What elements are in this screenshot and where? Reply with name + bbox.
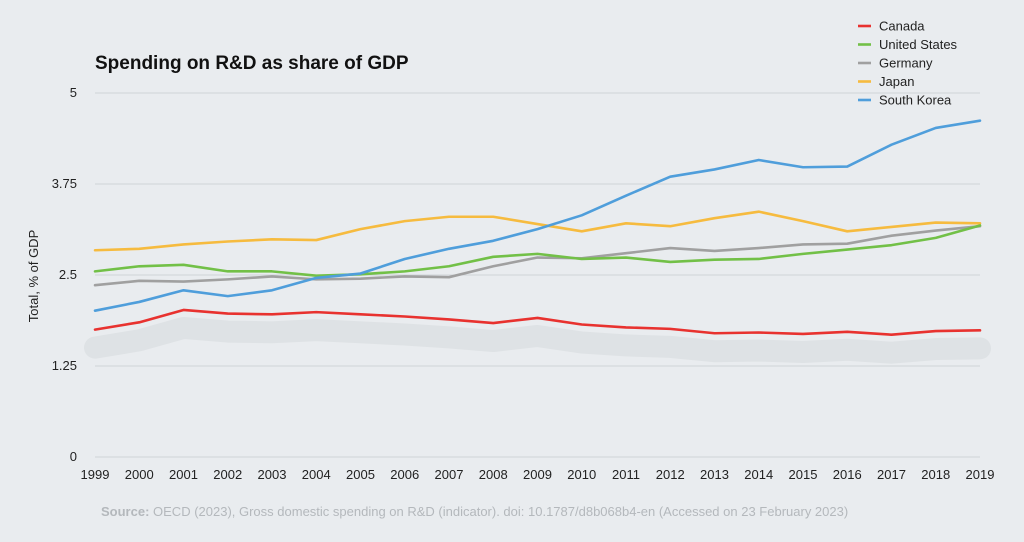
x-tick-label: 2000	[125, 467, 154, 482]
series-line-canada	[93, 308, 982, 336]
legend-label: Canada	[879, 19, 925, 34]
legend-label: Germany	[879, 56, 933, 71]
x-tick-label: 2009	[523, 467, 552, 482]
x-tick-label: 2005	[346, 467, 375, 482]
legend-label: South Korea	[879, 93, 952, 108]
series-line-germany	[93, 224, 982, 287]
x-tick-label: 2017	[877, 467, 906, 482]
source-label: Source:	[101, 504, 149, 519]
x-tick-label: 2012	[656, 467, 685, 482]
source-note: Source: OECD (2023), Gross domestic spen…	[101, 504, 848, 519]
series-line-south-korea	[93, 119, 982, 312]
x-tick-label: 2019	[966, 467, 995, 482]
x-tick-label: 2002	[213, 467, 242, 482]
series-shadow	[84, 316, 991, 364]
y-tick-label: 1.25	[52, 358, 77, 373]
x-tick-label: 2007	[435, 467, 464, 482]
series-shadow-band	[84, 316, 991, 364]
x-tick-label: 2003	[258, 467, 287, 482]
x-tick-label: 2004	[302, 467, 331, 482]
y-tick-label: 5	[70, 85, 77, 100]
x-tick-label: 2015	[789, 467, 818, 482]
y-tick-label: 3.75	[52, 176, 77, 191]
series-lines	[93, 119, 982, 336]
x-tick-label: 1999	[81, 467, 110, 482]
legend: Canada United States Germany Japan South Kor…	[858, 19, 958, 108]
x-axis-ticks: 1999 2000 2001 2002 2003 2004 2005 2006 2007 2008…	[81, 467, 995, 482]
legend-label: Japan	[879, 74, 914, 89]
x-tick-label: 2016	[833, 467, 862, 482]
y-axis-ticks: 0 1.25 2.5 3.75 5	[52, 85, 77, 464]
legend-label: United States	[879, 37, 958, 52]
chart-title: Spending on R&D as share of GDP	[95, 53, 409, 74]
x-tick-label: 2013	[700, 467, 729, 482]
y-tick-label: 0	[70, 449, 77, 464]
y-tick-label: 2.5	[59, 267, 77, 282]
x-tick-label: 2010	[567, 467, 596, 482]
x-tick-label: 2018	[921, 467, 950, 482]
x-tick-label: 2001	[169, 467, 198, 482]
y-axis-label: Total, % of GDP	[26, 230, 41, 322]
gridlines	[95, 92, 980, 458]
x-tick-label: 2008	[479, 467, 508, 482]
series-line-japan	[93, 210, 982, 252]
x-tick-label: 2014	[744, 467, 773, 482]
source-text: OECD (2023), Gross domestic spending on …	[149, 504, 848, 519]
series-line-united-states	[93, 224, 982, 278]
x-tick-label: 2011	[612, 467, 640, 482]
x-tick-label: 2006	[390, 467, 419, 482]
